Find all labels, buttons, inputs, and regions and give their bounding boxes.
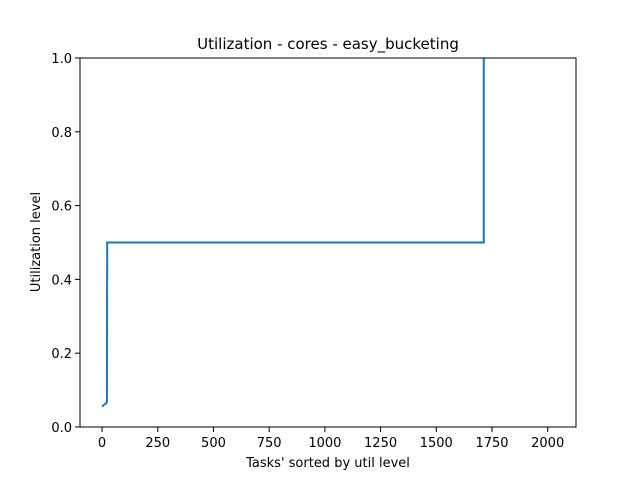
y-tick-label: 0.6: [51, 200, 72, 215]
y-tick-label: 1.0: [51, 52, 72, 67]
x-tick-label: 750: [257, 436, 282, 451]
y-tick-label: 0.4: [51, 273, 72, 288]
x-tick-label: 2000: [531, 436, 564, 451]
y-tick-label: 0.2: [51, 347, 72, 362]
x-tick-label: 250: [145, 436, 170, 451]
plot-area: [101, 58, 485, 408]
y-axis-ticks: 0.0 0.2 0.4 0.6 0.8 1.0: [51, 52, 80, 436]
x-tick-label: 1250: [364, 436, 397, 451]
x-axis-ticks: 0 250 500 750 1000 1250 1500 1750 2000: [98, 427, 564, 451]
y-tick-label: 0.8: [51, 126, 72, 141]
x-axis-label: Tasks' sorted by util level: [245, 456, 410, 471]
series-line-0: [101, 58, 485, 408]
x-tick-label: 1500: [420, 436, 453, 451]
y-axis-label: Utilization level: [29, 192, 44, 292]
x-tick-label: 1750: [475, 436, 508, 451]
x-tick-label: 500: [201, 436, 226, 451]
chart-title: Utilization - cores - easy_bucketing: [197, 35, 459, 54]
axes-frame: [79, 57, 577, 428]
y-tick-label: 0.0: [51, 421, 72, 436]
x-tick-label: 1000: [308, 436, 341, 451]
x-tick-label: 0: [98, 436, 106, 451]
